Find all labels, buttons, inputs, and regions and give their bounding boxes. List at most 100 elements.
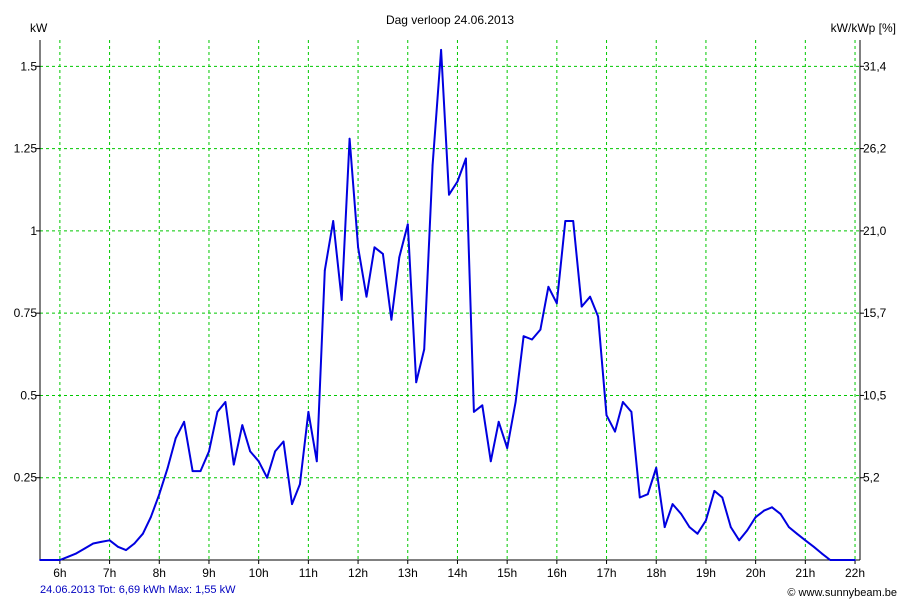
- power-data-point: [754, 516, 757, 519]
- power-data-point: [680, 513, 682, 515]
- x-tick-label: 15h: [497, 566, 517, 580]
- power-data-point: [232, 463, 235, 466]
- y-tick-label-right: 10,5: [863, 388, 887, 402]
- power-data-point: [208, 450, 210, 453]
- power-data-point: [555, 302, 558, 305]
- power-data-point: [771, 506, 773, 509]
- y-tick-label-left: 0.75: [14, 306, 38, 320]
- power-data-point: [721, 496, 724, 499]
- power-data-point: [117, 545, 119, 548]
- power-data-point: [622, 401, 624, 403]
- x-tick-label: 12h: [348, 566, 368, 580]
- power-data-point: [572, 220, 575, 222]
- y-tick-label-left: 1.25: [14, 142, 38, 156]
- power-data-point: [746, 529, 749, 532]
- power-data-point: [191, 470, 194, 472]
- power-data-point: [638, 496, 641, 499]
- x-tick-label: 16h: [547, 566, 567, 580]
- x-tick-label: 18h: [646, 566, 666, 580]
- power-data-point: [646, 493, 649, 496]
- power-data-point: [497, 420, 500, 423]
- y-tick-label-left: 1: [30, 224, 37, 238]
- power-data-point: [531, 338, 533, 341]
- x-tick-label: 20h: [746, 566, 766, 580]
- power-data-point: [266, 476, 268, 479]
- y-tick-label-left: 1.5: [20, 59, 37, 73]
- power-data-point: [713, 490, 716, 492]
- power-data-point: [440, 49, 442, 51]
- power-data-point: [158, 493, 161, 496]
- power-data-point: [506, 447, 509, 449]
- y-tick-label-right: 21,0: [863, 224, 887, 238]
- power-data-point: [671, 503, 674, 505]
- power-data-point: [605, 414, 608, 417]
- power-data-point: [67, 555, 70, 558]
- y-tick-label-right: 26,2: [863, 142, 887, 156]
- chart-title: Dag verloop 24.06.2013: [386, 13, 514, 27]
- power-data-point: [166, 466, 169, 469]
- power-data-point: [291, 503, 293, 505]
- power-data-point: [630, 411, 633, 413]
- power-data-point: [456, 180, 459, 183]
- power-data-point: [142, 532, 144, 535]
- power-data-point: [738, 539, 741, 542]
- power-data-point: [796, 532, 798, 535]
- power-data-point: [597, 315, 599, 318]
- power-data-point: [315, 460, 318, 463]
- power-data-point: [365, 295, 368, 298]
- power-data-point: [340, 299, 343, 301]
- power-data-point: [241, 424, 244, 426]
- power-data-point: [282, 440, 285, 443]
- power-data-point: [59, 559, 61, 561]
- power-data-point: [83, 547, 86, 550]
- y-tick-label-right: 15,7: [863, 306, 887, 320]
- power-data-point: [199, 470, 202, 472]
- power-data-point: [465, 157, 467, 160]
- power-data-point: [274, 450, 276, 453]
- power-data-point: [307, 411, 310, 413]
- x-tick-label: 9h: [202, 566, 215, 580]
- power-data-point: [249, 450, 252, 453]
- y-axis-label-left: kW: [30, 21, 48, 35]
- x-tick-label: 13h: [398, 566, 418, 580]
- power-data-point: [224, 401, 227, 403]
- footer-summary: 24.06.2013 Tot: 6,69 kWh Max: 1,55 kW: [40, 584, 236, 596]
- power-data-point: [779, 513, 782, 515]
- power-data-point: [481, 404, 484, 407]
- power-data-point: [854, 559, 856, 561]
- y-tick-label-left: 0.5: [20, 388, 37, 402]
- power-data-point: [92, 542, 95, 545]
- tick-labels: 6h 7h 8h 9h 10h 11h 12h 13h 14h 15h 16h 17h 18h 19h 20…: [14, 59, 887, 580]
- power-data-point: [804, 539, 807, 542]
- power-data-point: [589, 295, 591, 298]
- power-data-point: [39, 559, 41, 561]
- power-data-point: [415, 381, 418, 384]
- power-data-point: [547, 285, 550, 288]
- power-data-point: [580, 305, 583, 308]
- power-data-point: [390, 318, 393, 321]
- footer-credit: © www.sunnybeam.be: [787, 587, 897, 599]
- power-data-point: [398, 256, 401, 259]
- y-tick-label-left: 0.25: [14, 471, 38, 485]
- power-data-point: [522, 335, 525, 338]
- power-data-point: [357, 246, 359, 249]
- y-axis-label-right: kW/kWp [%]: [831, 21, 896, 35]
- power-data-point: [788, 526, 790, 528]
- power-data-point: [473, 411, 475, 413]
- series-layer: [39, 48, 856, 561]
- power-data-point: [100, 541, 102, 543]
- power-data-point: [820, 552, 823, 555]
- power-data-point: [564, 220, 567, 222]
- x-tick-label: 8h: [153, 566, 166, 580]
- power-data-point: [75, 552, 78, 555]
- power-data-point: [323, 269, 326, 272]
- power-data-point: [125, 549, 127, 551]
- power-data-point: [431, 164, 434, 167]
- power-data-point: [514, 401, 517, 403]
- power-data-point: [332, 220, 335, 222]
- y-tick-label-right: 31,4: [863, 59, 887, 73]
- x-tick-label: 7h: [103, 566, 116, 580]
- power-data-point: [489, 460, 492, 463]
